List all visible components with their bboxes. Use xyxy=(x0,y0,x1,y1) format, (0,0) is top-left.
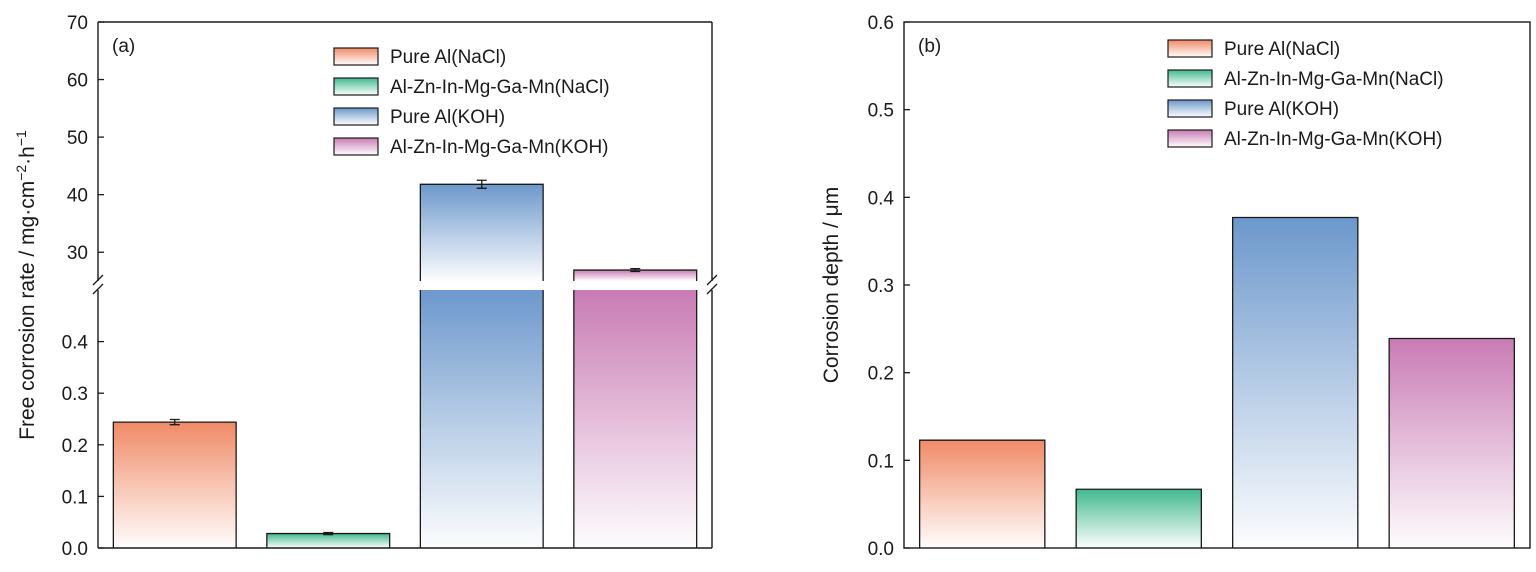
panel-a-y-tick-label: 0.3 xyxy=(62,384,88,405)
panel-a-axes xyxy=(92,21,718,549)
panel-a-axis-break-mark-left xyxy=(92,274,104,295)
panel-b-legend: Pure Al(NaCl) Al-Zn-In-Mg-Ga-Mn(NaCl) Pure… xyxy=(1167,39,1444,150)
panel-a-y-axis-title: Free corrosion rate / mg·cm−2·h−1 xyxy=(13,130,39,440)
panel-a-y-tick-label: 0.0 xyxy=(62,539,88,560)
panel-a-bar-pure-al-koh xyxy=(420,184,544,281)
panel-b-legend-swatch-al-zn-in-mg-ga-mn-nacl xyxy=(1167,69,1213,88)
panel-b-legend-label-pure-al-koh: Pure Al(KOH) xyxy=(1224,99,1339,120)
panel-a-error-bar-al-zn-in-mg-ga-mn-koh xyxy=(630,267,641,273)
panel-b-y-tick-label: 0.5 xyxy=(868,101,894,122)
panel-a-bar-lower-outline-pure-al-koh xyxy=(419,290,544,548)
panel-a-bar-lower-pure-al-koh xyxy=(420,290,544,548)
panel-b-legend-label-al-zn-in-mg-ga-mn-nacl: Al-Zn-In-Mg-Ga-Mn(NaCl) xyxy=(1224,69,1444,90)
panel-a-legend-label-al-zn-in-mg-ga-mn-koh: Al-Zn-In-Mg-Ga-Mn(KOH) xyxy=(390,137,609,158)
panel-a-legend-swatch-al-zn-in-mg-ga-mn-koh xyxy=(333,137,379,156)
panel-b-legend-label-al-zn-in-mg-ga-mn-koh: Al-Zn-In-Mg-Ga-Mn(KOH) xyxy=(1224,129,1443,150)
panel-b-bar-al-zn-in-mg-ga-mn-koh xyxy=(1389,338,1515,548)
panel-a-error-bar-pure-al-nacl xyxy=(169,418,180,426)
panel-b-bars xyxy=(919,216,1515,548)
panel-a-legend-swatch-pure-al-nacl xyxy=(333,47,379,66)
panel-a-error-bar-pure-al-koh xyxy=(476,179,487,189)
panel-a-error-bar-al-zn-in-mg-ga-mn-nacl xyxy=(323,531,334,536)
panel-b-bar-outline-al-zn-in-mg-ga-mn-nacl xyxy=(1075,488,1202,548)
panel-a-label: (a) xyxy=(112,36,135,57)
panel-a-legend-swatch-al-zn-in-mg-ga-mn-nacl xyxy=(333,77,379,96)
panel-b-y-tick-label: 0.4 xyxy=(868,188,895,209)
panel-b-y-tick-label: 0.3 xyxy=(868,276,894,297)
panel-a-legend-swatch-pure-al-koh xyxy=(333,107,379,126)
panel-b-bar-outline-pure-al-nacl xyxy=(919,439,1046,548)
panel-a-legend: Pure Al(NaCl) Al-Zn-In-Mg-Ga-Mn(NaCl) Pure… xyxy=(333,47,610,158)
panel-a-y-tick-label: 0.1 xyxy=(62,487,88,508)
panel-b-bar-outline-al-zn-in-mg-ga-mn-koh xyxy=(1388,337,1515,548)
panel-a-y-tick-label: 60 xyxy=(67,71,88,92)
panel-a-legend-label-al-zn-in-mg-ga-mn-nacl: Al-Zn-In-Mg-Ga-Mn(NaCl) xyxy=(390,77,610,98)
panel-b-bar-pure-al-koh xyxy=(1232,217,1358,548)
panel-b-y-tick-label: 0.6 xyxy=(868,13,894,34)
panel-a-bar-al-zn-in-mg-ga-mn-nacl xyxy=(266,533,390,548)
panel-b-legend-swatch-al-zn-in-mg-ga-mn-koh xyxy=(1167,129,1213,148)
panel-b-y-ticks: 0.0 0.1 0.2 0.3 0.4 0.5 0.6 xyxy=(868,13,910,560)
panel-a-bar-lower-outline-al-zn-in-mg-ga-mn-koh xyxy=(573,290,698,548)
panel-a-y-tick-label: 40 xyxy=(67,186,88,207)
panel-b-label: (b) xyxy=(918,36,941,57)
panel-a-axis-break-mark-right xyxy=(706,274,718,295)
panel-a-y-tick-label: 0.4 xyxy=(62,333,89,354)
panel-a-y-tick-label: 70 xyxy=(67,13,88,34)
panel-a-y-tick-label: 0.2 xyxy=(62,436,88,457)
panel-b-y-tick-label: 0.0 xyxy=(868,539,894,560)
panel-b-legend-swatch-pure-al-nacl xyxy=(1167,39,1213,58)
panel-a-y-tick-label: 50 xyxy=(67,128,88,149)
panel-a-bars xyxy=(112,179,698,548)
panel-b-bar-pure-al-nacl xyxy=(919,440,1045,548)
panel-b-legend-swatch-pure-al-koh xyxy=(1167,99,1213,118)
panel-b-corrosion-depth: 0.0 0.1 0.2 0.3 0.4 0.5 0.6 (b) Corrosion dept… xyxy=(820,13,1531,560)
panel-b-bar-al-zn-in-mg-ga-mn-nacl xyxy=(1076,489,1202,548)
panel-a-legend-label-pure-al-koh: Pure Al(KOH) xyxy=(390,107,505,128)
panel-a-bar-al-zn-in-mg-ga-mn-koh xyxy=(573,270,697,281)
panel-b-y-axis-title: Corrosion depth / μm xyxy=(820,187,843,384)
panel-a-bar-lower-al-zn-in-mg-ga-mn-koh xyxy=(573,290,697,548)
panel-b-legend-label-pure-al-nacl: Pure Al(NaCl) xyxy=(1224,39,1340,60)
panel-a-y-ticks: 0.0 0.1 0.2 0.3 0.4 30 40 50 60 70 xyxy=(62,13,104,560)
panel-b-y-tick-label: 0.2 xyxy=(868,364,894,385)
panel-a-free-corrosion-rate: 0.0 0.1 0.2 0.3 0.4 30 40 50 60 70 (a) Free corro… xyxy=(13,13,718,560)
panel-a-legend-label-pure-al-nacl: Pure Al(NaCl) xyxy=(390,47,506,68)
panel-a-bar-pure-al-nacl xyxy=(113,422,237,548)
panel-a-y-tick-label: 30 xyxy=(67,243,88,264)
panel-b-y-tick-label: 0.1 xyxy=(868,451,894,472)
panel-b-bar-outline-pure-al-koh xyxy=(1232,216,1359,548)
